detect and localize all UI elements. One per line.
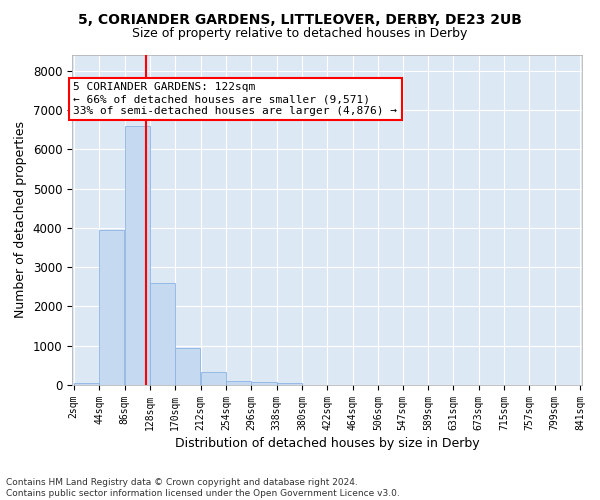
Text: Contains HM Land Registry data © Crown copyright and database right 2024.
Contai: Contains HM Land Registry data © Crown c…: [6, 478, 400, 498]
X-axis label: Distribution of detached houses by size in Derby: Distribution of detached houses by size …: [175, 437, 479, 450]
Text: 5 CORIANDER GARDENS: 122sqm
← 66% of detached houses are smaller (9,571)
33% of : 5 CORIANDER GARDENS: 122sqm ← 66% of det…: [73, 82, 397, 116]
Bar: [74, 383, 99, 385]
Y-axis label: Number of detached properties: Number of detached properties: [14, 122, 27, 318]
Bar: [150, 283, 175, 385]
Bar: [200, 372, 226, 385]
Bar: [226, 381, 251, 385]
Bar: [175, 348, 200, 385]
Text: Size of property relative to detached houses in Derby: Size of property relative to detached ho…: [133, 28, 467, 40]
Bar: [125, 126, 150, 385]
Text: 5, CORIANDER GARDENS, LITTLEOVER, DERBY, DE23 2UB: 5, CORIANDER GARDENS, LITTLEOVER, DERBY,…: [78, 12, 522, 26]
Bar: [277, 383, 302, 385]
Bar: [251, 382, 277, 385]
Bar: [99, 230, 124, 385]
